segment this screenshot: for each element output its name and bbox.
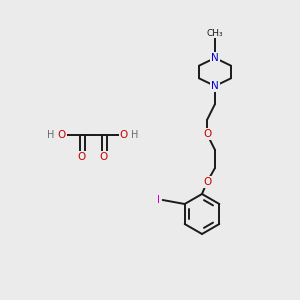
Text: O: O [203, 177, 211, 187]
Text: N: N [211, 53, 219, 63]
Text: N: N [211, 81, 219, 91]
Text: O: O [100, 152, 108, 162]
Text: I: I [157, 195, 160, 205]
Text: CH₃: CH₃ [207, 28, 223, 38]
Text: O: O [58, 130, 66, 140]
Text: O: O [203, 129, 211, 139]
Text: O: O [120, 130, 128, 140]
Text: O: O [78, 152, 86, 162]
Text: H: H [131, 130, 139, 140]
Text: H: H [47, 130, 55, 140]
